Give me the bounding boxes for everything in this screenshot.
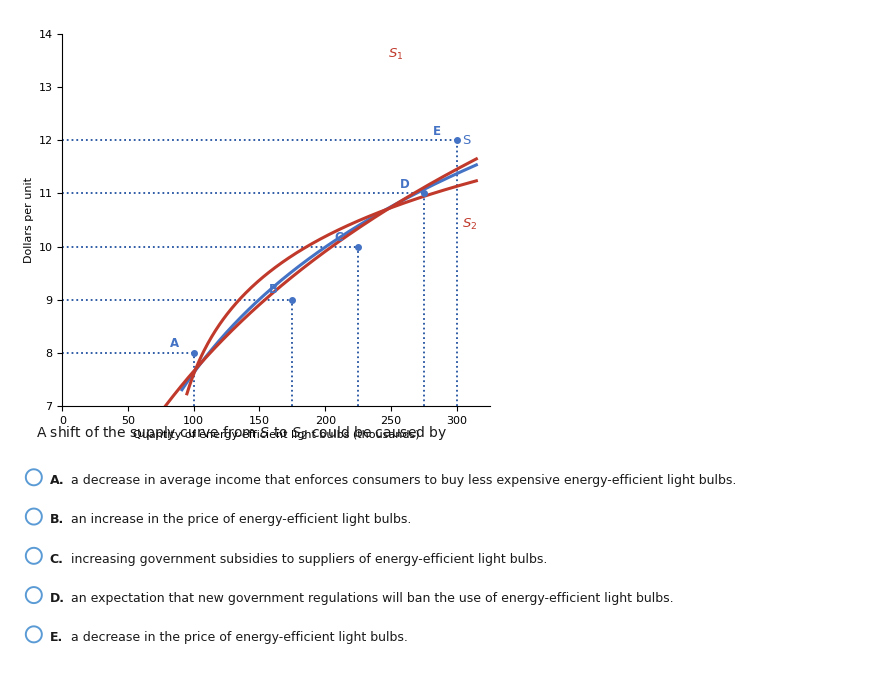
Text: D.: D. bbox=[50, 592, 65, 605]
Text: D: D bbox=[400, 178, 410, 191]
Text: C.: C. bbox=[50, 552, 64, 565]
Text: S: S bbox=[462, 135, 470, 148]
Text: B.: B. bbox=[50, 513, 64, 526]
Y-axis label: Dollars per unit: Dollars per unit bbox=[24, 177, 35, 263]
X-axis label: Quantity of energy-efficient light bulbs (thousands): Quantity of energy-efficient light bulbs… bbox=[133, 430, 419, 440]
Text: an expectation that new government regulations will ban the use of energy-effici: an expectation that new government regul… bbox=[71, 592, 674, 605]
Text: E: E bbox=[433, 125, 441, 138]
Text: increasing government subsidies to suppliers of energy-efficient light bulbs.: increasing government subsidies to suppl… bbox=[71, 552, 547, 565]
Text: a decrease in the price of energy-efficient light bulbs.: a decrease in the price of energy-effici… bbox=[71, 631, 409, 644]
Text: C: C bbox=[335, 232, 344, 244]
Text: $S_2$: $S_2$ bbox=[462, 217, 477, 232]
Text: B: B bbox=[269, 284, 278, 297]
Text: E.: E. bbox=[50, 631, 63, 644]
Text: a decrease in average income that enforces consumers to buy less expensive energ: a decrease in average income that enforc… bbox=[71, 474, 737, 487]
Text: A: A bbox=[170, 336, 179, 349]
Text: A shift of the supply curve from $S$ to $S_2$ could be caused by: A shift of the supply curve from $S$ to … bbox=[36, 424, 447, 441]
Text: $S_1$: $S_1$ bbox=[388, 47, 404, 62]
Text: an increase in the price of energy-efficient light bulbs.: an increase in the price of energy-effic… bbox=[71, 513, 411, 526]
Text: A.: A. bbox=[50, 474, 64, 487]
